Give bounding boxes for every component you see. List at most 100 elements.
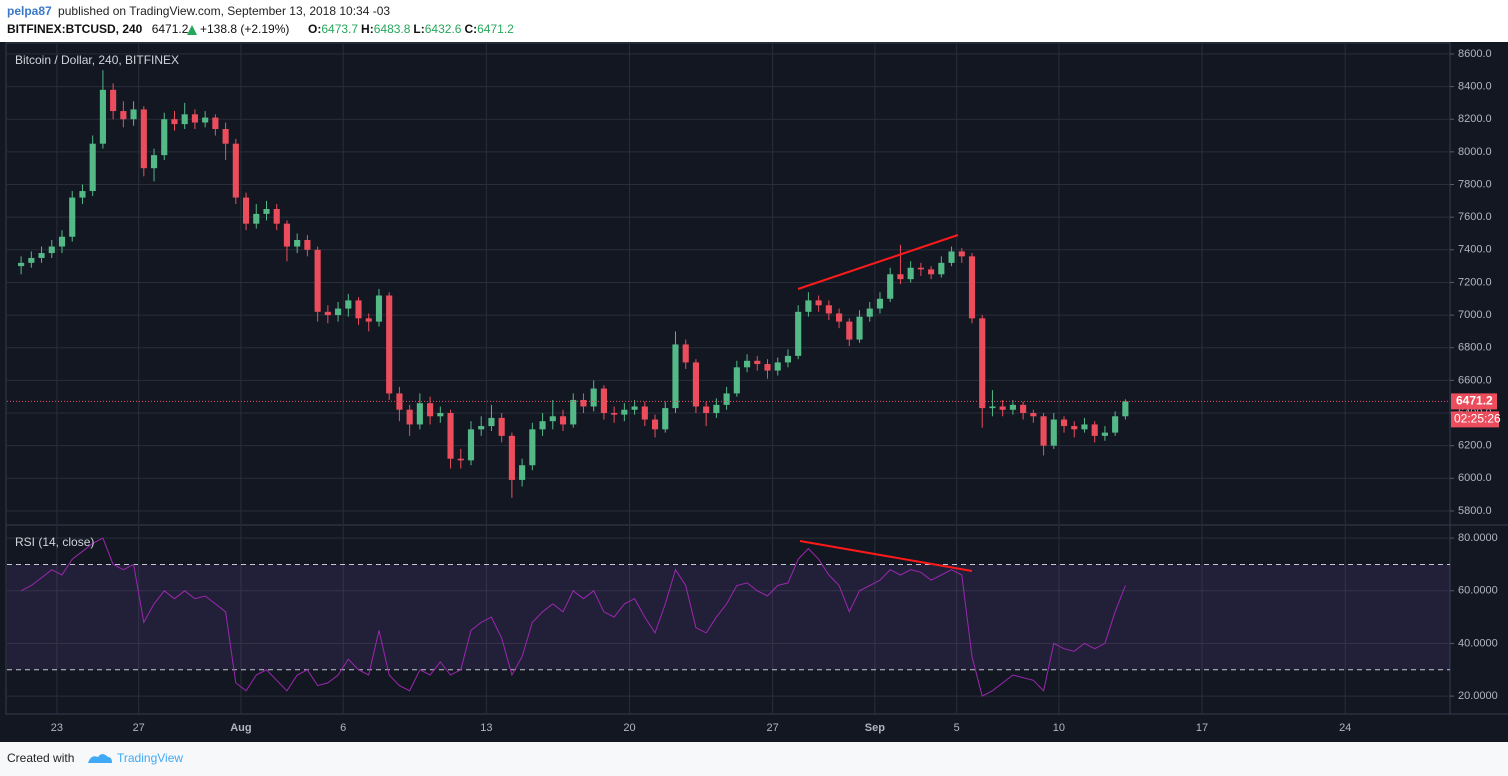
candle-body [795, 311, 802, 356]
header-background [0, 0, 1508, 42]
candle-body [457, 458, 464, 461]
candle-body [58, 236, 66, 247]
candle-body [130, 109, 137, 120]
candle-body [437, 413, 444, 417]
candle-body [733, 367, 740, 394]
ohlc-value: 6471.2 [477, 22, 514, 36]
trend-line [797, 234, 959, 290]
trend-line [799, 540, 973, 572]
candle-body [18, 262, 25, 267]
candle-body [866, 308, 873, 317]
candle-body [539, 421, 546, 430]
candle-body [28, 257, 35, 263]
rsi-pane-title: RSI (14, close) [15, 535, 94, 549]
footer-brand[interactable]: TradingView [117, 751, 183, 765]
candle-body [805, 300, 812, 312]
candle-body [764, 364, 771, 371]
candle-body [171, 119, 178, 125]
candle-body [273, 208, 280, 224]
user[interactable]: pelpa87 [7, 4, 52, 18]
price-pane-title: Bitcoin / Dollar, 240, BITFINEX [15, 53, 179, 67]
candle-body [150, 155, 158, 169]
candle-body [580, 399, 587, 407]
countdown-label: 02:25:26 [1454, 412, 1501, 426]
candle-body [212, 117, 219, 130]
y-tick-label: 8000.0 [1458, 146, 1492, 158]
footer-background [0, 742, 1508, 776]
candle-body [396, 393, 403, 410]
y-tick-label: 6200.0 [1458, 440, 1492, 452]
y-tick-label: 7000.0 [1458, 309, 1492, 321]
price: 6471.2 [152, 22, 189, 36]
candle-body [1101, 432, 1108, 436]
candle-body [774, 362, 781, 371]
candle-body [467, 429, 475, 461]
candle-body [928, 269, 935, 275]
candle-body [1060, 419, 1068, 427]
candle-body [324, 311, 331, 316]
ohlc-value: 6483.8 [374, 22, 411, 36]
y-tick-label: 5800.0 [1458, 505, 1492, 517]
candle-body [48, 246, 55, 254]
x-tick-label: 5 [954, 722, 960, 734]
candle-body [938, 262, 945, 275]
candle-body [815, 300, 822, 306]
candle-body [979, 318, 986, 409]
candle-body [754, 360, 761, 365]
candle-body [89, 143, 96, 192]
candle-body [478, 426, 485, 430]
ohlc: O:6473.7 H:6483.8 L:6432.6 C:6471.2 [308, 22, 514, 36]
candle-body [447, 413, 454, 459]
candle-body [590, 388, 597, 407]
candle-body [897, 274, 904, 280]
candle-body [856, 316, 863, 340]
candle-body [600, 388, 607, 414]
candle-body [651, 419, 659, 430]
candle-body [1009, 404, 1016, 410]
x-tick-label: 24 [1339, 722, 1351, 734]
candle-body [836, 313, 843, 322]
candle-body [79, 191, 86, 198]
candle-body [38, 253, 45, 258]
candle-body [406, 409, 413, 425]
candle-body [416, 403, 423, 425]
candle-body [1040, 416, 1047, 446]
candle-body [611, 413, 618, 415]
candle-body [161, 119, 168, 156]
symbol: BITFINEX:BTCUSD, 240 [7, 22, 143, 36]
candle-body [110, 89, 117, 112]
candle-body [99, 89, 106, 144]
candle-body [559, 416, 567, 425]
candle-body [549, 416, 556, 422]
y-tick-label: 6800.0 [1458, 342, 1492, 354]
ohlc-label: H: [361, 22, 374, 36]
candle-body [1091, 424, 1098, 436]
logo [88, 754, 112, 763]
candle-body [999, 406, 1006, 410]
y-tick-label: 7400.0 [1458, 244, 1492, 256]
panes: 23 27 Aug 6 13 20 27 Sep 5 10 17 24 5800.0 6000.0 6200… [7, 43, 1501, 734]
candle-body [641, 406, 648, 420]
candle-body [825, 305, 832, 314]
ohlc-label: L: [413, 22, 424, 36]
x-tick-label: 27 [133, 722, 145, 734]
candle-body [140, 109, 147, 169]
candle-body [1112, 416, 1119, 433]
published: published on TradingView.com, September … [58, 4, 390, 18]
candle-body [498, 417, 505, 436]
candle-body [1030, 413, 1037, 417]
candle-body [202, 117, 209, 123]
candle-body [876, 298, 884, 309]
candle-body [345, 300, 352, 309]
candle-body [692, 362, 700, 407]
y-tick-label: 7800.0 [1458, 178, 1492, 190]
y-tick-label: 7200.0 [1458, 276, 1492, 288]
candle-body [519, 465, 526, 480]
ohlc-text: O:6473.7 H:6483.8 L:6432.6 C:6471.2 [308, 22, 514, 36]
candle-body [703, 406, 710, 414]
y-tick-label: 6600.0 [1458, 374, 1492, 386]
ohlc-value: 6432.6 [425, 22, 462, 36]
candle-body [917, 267, 924, 270]
candle-body [887, 274, 894, 299]
